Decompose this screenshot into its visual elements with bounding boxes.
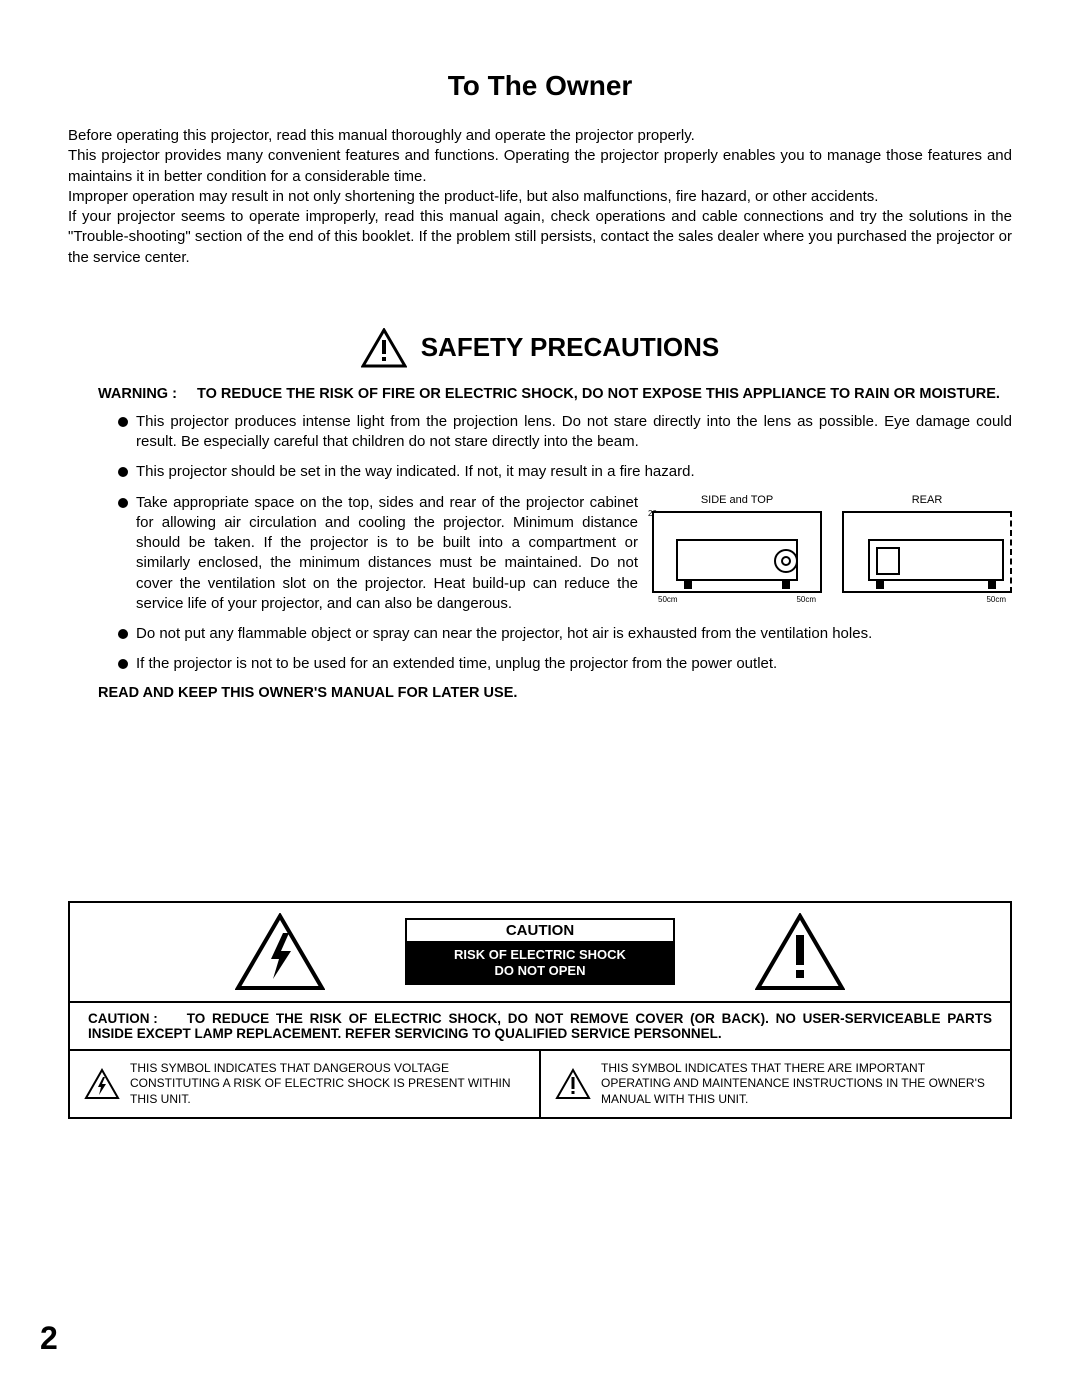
symbol-cell-left: THIS SYMBOL INDICATES THAT DANGEROUS VOL…: [70, 1051, 541, 1118]
warning-text: WARNING : TO REDUCE THE RISK OF FIRE OR …: [68, 386, 1012, 402]
safety-heading: SAFETY PRECAUTIONS: [68, 328, 1012, 368]
warning-triangle-icon: [755, 913, 845, 991]
bullet-clearance-text: Take appropriate space on the top, sides…: [136, 493, 638, 615]
caution-center-panel: CAUTION RISK OF ELECTRIC SHOCK DO NOT OP…: [405, 918, 675, 984]
diagram-side-label: SIDE and TOP: [652, 493, 822, 508]
caution-box: CAUTION RISK OF ELECTRIC SHOCK DO NOT OP…: [68, 901, 1012, 1120]
dim-side-left: 50cm: [658, 595, 678, 606]
bullet-item: This projector should be set in the way …: [136, 462, 1012, 482]
symbol-left-text: THIS SYMBOL INDICATES THAT DANGEROUS VOL…: [130, 1061, 525, 1108]
shock-triangle-icon: [84, 1068, 120, 1100]
caution-label: CAUTION :: [88, 1011, 180, 1026]
symbol-right-text: THIS SYMBOL INDICATES THAT THERE ARE IMP…: [601, 1061, 996, 1108]
dim-rear: 50cm: [986, 595, 1006, 604]
bullet-item-clearance: Take appropriate space on the top, sides…: [136, 493, 1012, 615]
dim-side-right: 50cm: [796, 595, 816, 606]
bullet-item: Do not put any flammable object or spray…: [136, 624, 1012, 644]
diagram-rear: REAR 50cm: [842, 493, 1012, 615]
intro-paragraph: This projector provides many convenient …: [68, 146, 1012, 187]
page-title: To The Owner: [68, 70, 1012, 102]
symbol-cell-right: THIS SYMBOL INDICATES THAT THERE ARE IMP…: [541, 1051, 1010, 1118]
shock-triangle-icon: [235, 913, 325, 991]
caution-symbol-row: THIS SYMBOL INDICATES THAT DANGEROUS VOL…: [70, 1051, 1010, 1118]
caution-body: TO REDUCE THE RISK OF ELECTRIC SHOCK, DO…: [88, 1011, 992, 1041]
diagram-rear-label: REAR: [842, 493, 1012, 508]
caution-top-row: CAUTION RISK OF ELECTRIC SHOCK DO NOT OP…: [70, 903, 1010, 1003]
safety-heading-text: SAFETY PRECAUTIONS: [421, 332, 720, 363]
intro-paragraph: Before operating this projector, read th…: [68, 126, 1012, 146]
caution-body-text: CAUTION : TO REDUCE THE RISK OF ELECTRIC…: [70, 1003, 1010, 1051]
caution-risk-text: RISK OF ELECTRIC SHOCK DO NOT OPEN: [407, 943, 673, 982]
intro-paragraph: If your projector seems to operate impro…: [68, 207, 1012, 268]
intro-section: Before operating this projector, read th…: [68, 126, 1012, 268]
read-keep-notice: READ AND KEEP THIS OWNER'S MANUAL FOR LA…: [68, 685, 1012, 701]
caution-title: CAUTION: [407, 920, 673, 943]
clearance-diagram: SIDE and TOP 20cm 50cm 50cm REAR: [652, 493, 1012, 615]
safety-bullets: This projector produces intense light fr…: [68, 412, 1012, 675]
risk-line-2: DO NOT OPEN: [407, 963, 673, 979]
warning-label: WARNING :: [98, 386, 193, 402]
page-number: 2: [40, 1320, 58, 1357]
intro-paragraph: Improper operation may result in not onl…: [68, 187, 1012, 207]
warning-body: TO REDUCE THE RISK OF FIRE OR ELECTRIC S…: [197, 386, 1000, 402]
diagram-side-top: SIDE and TOP 20cm 50cm 50cm: [652, 493, 822, 615]
risk-line-1: RISK OF ELECTRIC SHOCK: [407, 947, 673, 963]
bullet-item: This projector produces intense light fr…: [136, 412, 1012, 453]
warning-triangle-icon: [555, 1068, 591, 1100]
bullet-item: If the projector is not to be used for a…: [136, 654, 1012, 674]
warning-triangle-icon: [361, 328, 407, 368]
